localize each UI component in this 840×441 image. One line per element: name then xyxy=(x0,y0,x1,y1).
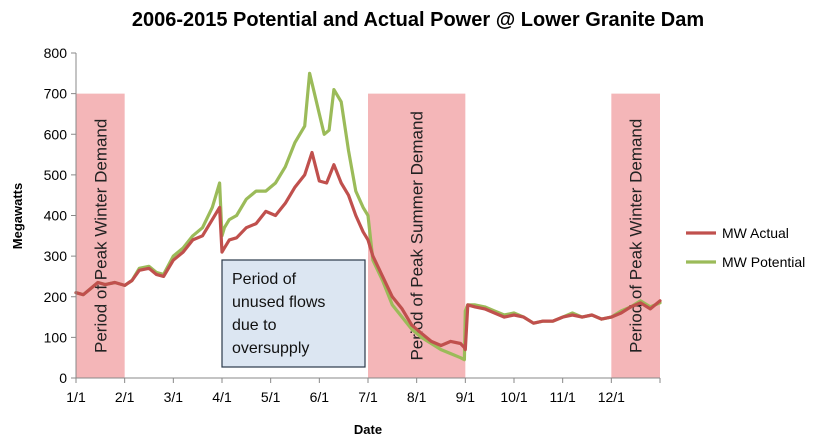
demand-band-label: Period of Peak Winter Demand xyxy=(627,119,646,353)
demand-bands: Period of Peak Winter Demand Period of Pe… xyxy=(76,93,660,378)
y-tick-label: 200 xyxy=(44,289,68,305)
y-tick-label: 300 xyxy=(44,248,68,264)
annotation-line: due to xyxy=(232,317,277,334)
x-axis-label: Date xyxy=(354,422,382,437)
x-tick-label: 10/1 xyxy=(500,389,527,405)
x-tick-label: 11/1 xyxy=(550,389,576,405)
demand-band xyxy=(611,93,660,378)
x-tick-labels: 1/1 2/1 3/1 4/1 5/1 6/1 7/1 8/1 9/1 10/1 11/1 12/1 xyxy=(66,378,661,405)
y-tick-label: 100 xyxy=(44,329,68,345)
x-tick-label: 6/1 xyxy=(310,389,330,405)
x-tick-label: 3/1 xyxy=(164,389,184,405)
demand-band xyxy=(76,93,125,378)
y-tick-label: 600 xyxy=(44,126,68,142)
y-axis-label: Megawatts xyxy=(10,183,25,249)
series-lines xyxy=(74,71,662,362)
y-tick-label: 400 xyxy=(44,208,68,224)
y-tick-label: 0 xyxy=(59,370,67,386)
x-tick-label: 2/1 xyxy=(115,389,135,405)
legend: MW Actual MW Potential xyxy=(686,225,805,270)
legend-label: MW Potential xyxy=(722,254,805,270)
x-tick-label: 7/1 xyxy=(358,389,378,405)
demand-band-label: Period of Peak Summer Demand xyxy=(408,111,427,360)
x-tick-label: 8/1 xyxy=(407,389,427,405)
x-tick-label: 5/1 xyxy=(261,389,281,405)
y-tick-labels: 0 100 200 300 400 500 600 700 800 xyxy=(44,45,76,386)
x-tick-label: 1/1 xyxy=(66,389,86,405)
chart-title: 2006-2015 Potential and Actual Power @ L… xyxy=(132,9,704,31)
x-tick-label: 9/1 xyxy=(456,389,476,405)
oversupply-annotation: Period of unused flows due to oversupply xyxy=(221,259,366,368)
y-tick-label: 700 xyxy=(44,86,68,102)
x-tick-label: 12/1 xyxy=(598,389,625,405)
y-tick-label: 800 xyxy=(44,45,68,61)
y-tick-label: 500 xyxy=(44,167,68,183)
demand-band-label: Period of Peak Winter Demand xyxy=(91,119,110,353)
annotation-line: oversupply xyxy=(232,340,309,357)
legend-label: MW Actual xyxy=(722,225,789,241)
annotation-box xyxy=(221,259,366,368)
series-line-mw-actual xyxy=(74,150,662,352)
annotation-line: unused flows xyxy=(232,294,325,311)
x-tick-label: 4/1 xyxy=(212,389,232,405)
annotation-line: Period of xyxy=(232,271,297,288)
